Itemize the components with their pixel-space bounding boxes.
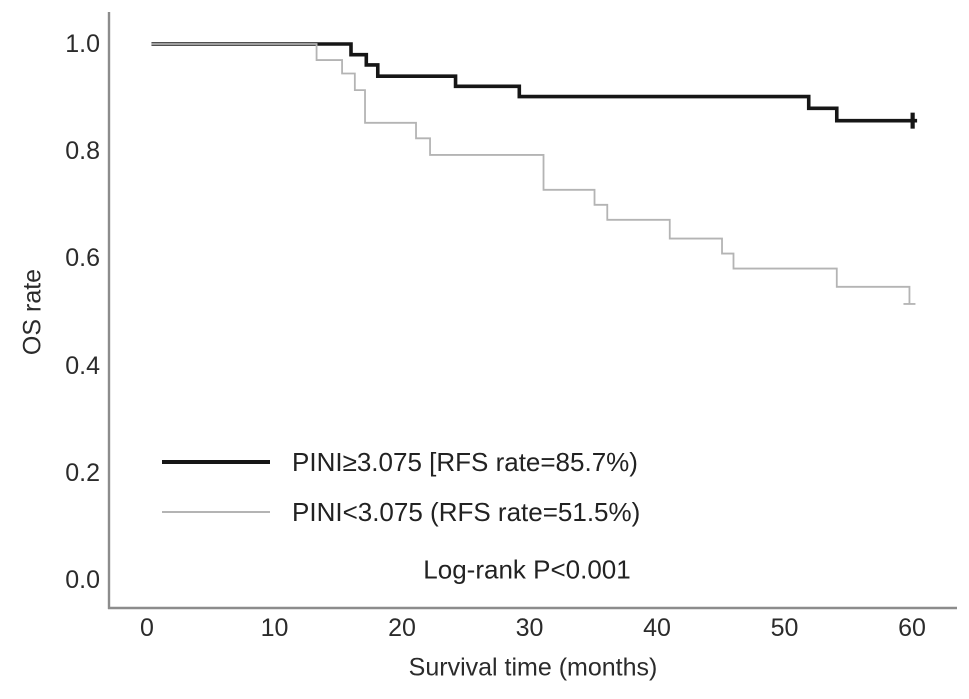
y-tick-label: 1.0 [65,30,100,58]
y-axis-title: OS rate [18,268,47,356]
km-curve-pini-low [151,43,911,304]
x-tick-label: 10 [260,614,289,642]
x-tick-label: 40 [643,614,671,642]
y-tick-label: 0.4 [65,351,100,380]
x-tick-label: 30 [515,614,544,642]
legend-item-pini-high: PINI≥3.075 [RFS rate=85.7%) [162,447,638,477]
legend-label-pini-low: PINI<3.075 (RFS rate=51.5%) [292,497,641,527]
y-tick-label: 0.0 [65,566,100,594]
log-rank-annotation: Log-rank P<0.001 [423,554,631,585]
legend-line-sample-high [162,460,270,464]
x-tick-label: 50 [770,614,799,642]
x-tick-label: 20 [388,614,416,642]
legend-label-pini-high: PINI≥3.075 [RFS rate=85.7%) [292,447,638,477]
y-tick-label: 0.8 [65,137,100,166]
legend-item-pini-low: PINI<3.075 (RFS rate=51.5%) [162,497,641,527]
km-curve-pini-high [151,42,918,123]
legend-line-sample-low [162,511,270,513]
x-tick-label: 60 [898,614,926,642]
y-tick-label: 0.6 [65,244,100,273]
x-tick-label: 0 [140,614,154,642]
x-axis-title: Survival time (months) [408,653,658,682]
y-tick-label: 0.2 [65,458,100,487]
